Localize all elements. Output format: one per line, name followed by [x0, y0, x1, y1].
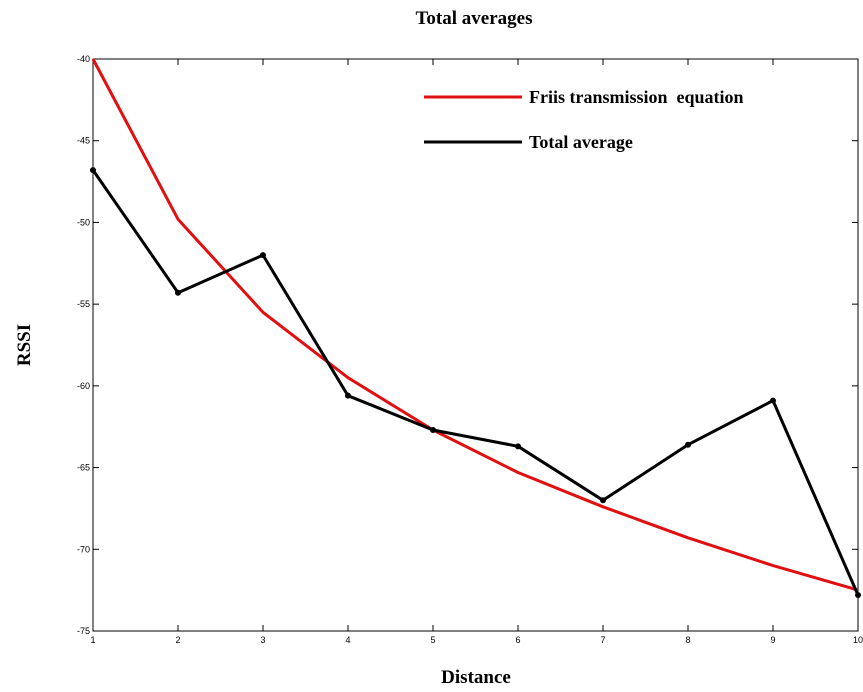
data-point — [515, 443, 521, 450]
y-tick-label: -70 — [77, 544, 90, 554]
series-line-0 — [91, 58, 859, 592]
legend-label-total: Total average — [529, 132, 633, 152]
x-tick-label: 7 — [600, 635, 605, 645]
x-tick-label: 2 — [175, 635, 180, 645]
y-tick-label: -55 — [77, 299, 90, 309]
data-point — [685, 441, 691, 448]
plot-area — [92, 58, 859, 632]
x-tick-label: 8 — [685, 635, 690, 645]
y-tick-label: -75 — [77, 626, 90, 636]
data-point — [90, 167, 96, 174]
x-axis-label: Distance — [441, 667, 511, 688]
x-tick-label: 10 — [853, 635, 863, 645]
x-tick-label: 3 — [260, 635, 265, 645]
x-tick-label: 4 — [345, 635, 350, 645]
data-point — [430, 426, 436, 433]
data-point — [770, 397, 776, 404]
data-point — [855, 592, 861, 599]
y-tick-label: -45 — [77, 136, 90, 146]
y-axis-label: RSSI — [14, 324, 35, 366]
x-tick-label: 5 — [430, 635, 435, 645]
chart-title: Total averages — [416, 8, 533, 29]
y-tick-label: -65 — [77, 463, 90, 473]
x-tick-label: 1 — [90, 635, 95, 645]
x-tick-label: 9 — [770, 635, 775, 645]
x-axis-ticks: 1 2 3 4 5 6 7 8 9 10 — [90, 59, 863, 645]
data-point — [260, 252, 266, 259]
series-layer — [90, 58, 861, 599]
y-tick-label: -50 — [77, 217, 90, 227]
y-axis-ticks: -40 -45 -50 -55 -60 -65 -70 -75 — [77, 54, 858, 636]
data-point — [345, 392, 351, 399]
data-point — [175, 289, 181, 296]
y-tick-label: -60 — [77, 381, 90, 391]
legend-label-friis: Friis transmission equation — [529, 87, 744, 107]
data-point — [600, 497, 606, 504]
series-line-1 — [91, 169, 860, 596]
legend: Friis transmission equation Total averag… — [424, 87, 744, 152]
x-tick-label: 6 — [515, 635, 520, 645]
y-tick-label: -40 — [77, 54, 90, 64]
